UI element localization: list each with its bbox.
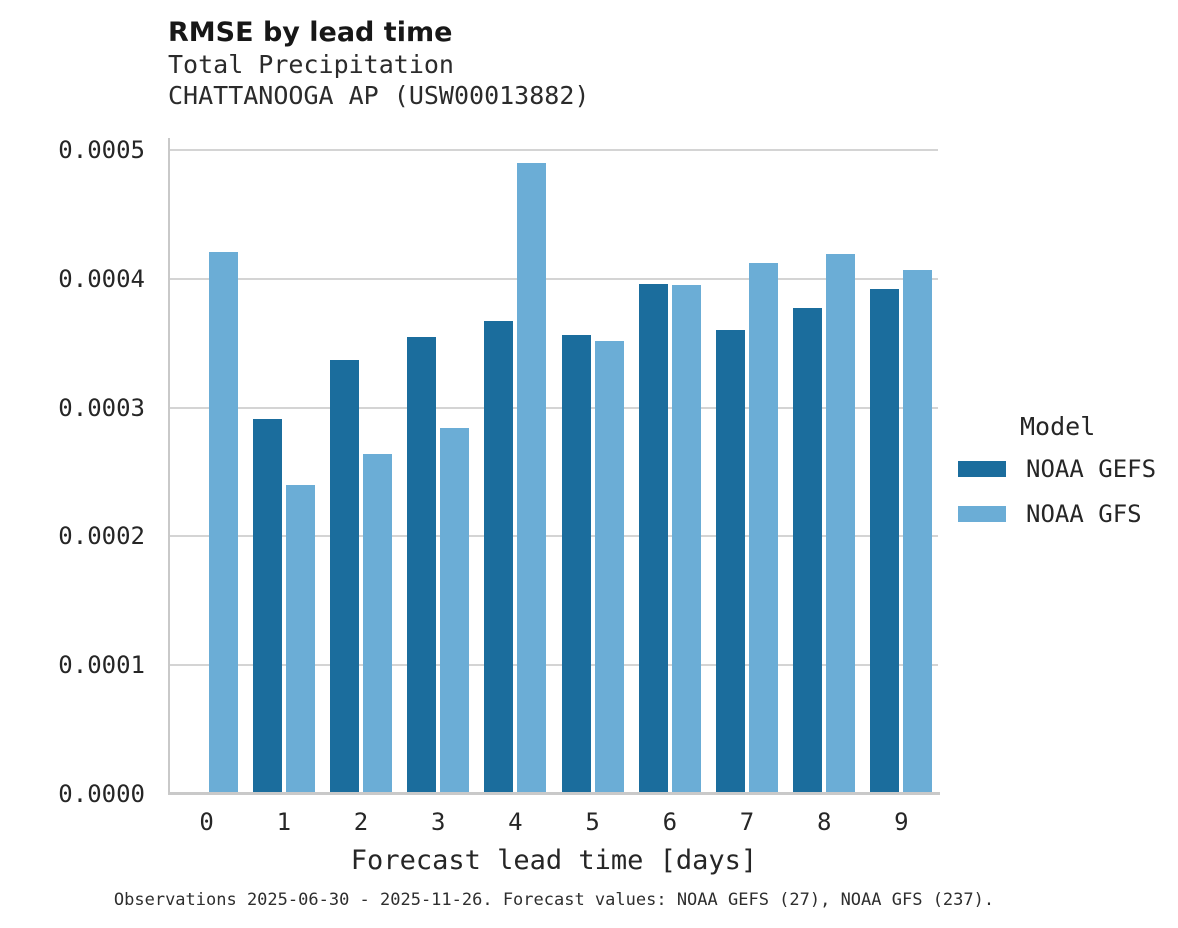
x-tick-label-9: 9 xyxy=(894,808,909,836)
gridline-0.0004 xyxy=(170,277,938,280)
bar-noaa-gfs-lead-5 xyxy=(594,340,624,794)
gefs-color-swatch xyxy=(958,461,1006,477)
bar-noaa-gfs-lead-9 xyxy=(903,269,933,794)
x-tick-label-3: 3 xyxy=(430,808,446,836)
bar-noaa-gfs-lead-2 xyxy=(363,453,392,794)
bar-noaa-gefs-lead-9 xyxy=(870,289,900,794)
bar-noaa-gfs-lead-0 xyxy=(208,251,238,794)
bar-noaa-gfs-lead-7 xyxy=(749,263,778,794)
bar-noaa-gefs-lead-7 xyxy=(716,330,745,794)
bar-noaa-gfs-lead-8 xyxy=(826,254,856,794)
chart-title: RMSE by lead time xyxy=(168,17,453,48)
bar-noaa-gfs-lead-1 xyxy=(285,484,315,794)
plot-area xyxy=(168,138,940,795)
x-tick-label-1: 1 xyxy=(276,808,292,836)
bar-noaa-gefs-lead-3 xyxy=(407,336,437,794)
gridline-0.0001 xyxy=(170,664,938,667)
x-axis-label: Forecast lead time [days] xyxy=(350,845,758,876)
x-tick-label-6: 6 xyxy=(662,808,678,836)
y-tick-label-0.0001: 0.0001 xyxy=(58,651,145,680)
bar-noaa-gefs-lead-4 xyxy=(484,321,514,794)
legend-entry-noaa-gefs: NOAA GEFS xyxy=(958,455,1156,483)
bar-noaa-gfs-lead-3 xyxy=(440,428,470,794)
chart-subtitle-station: CHATTANOOGA AP (USW00013882) xyxy=(168,81,590,110)
title-block: RMSE by lead time Total Precipitation CH… xyxy=(168,16,589,111)
legend-entry-noaa-gfs: NOAA GFS xyxy=(958,500,1156,528)
x-tick-label-4: 4 xyxy=(508,808,523,836)
y-tick-label-0.0003: 0.0003 xyxy=(58,393,145,422)
gfs-color-swatch xyxy=(958,506,1006,522)
bar-noaa-gfs-lead-6 xyxy=(671,285,701,794)
gridline-0.0003 xyxy=(170,406,938,409)
y-tick-label-0.0002: 0.0002 xyxy=(58,522,145,551)
bar-noaa-gefs-lead-1 xyxy=(252,419,282,794)
y-tick-label-0.0004: 0.0004 xyxy=(58,264,145,293)
y-axis-spine xyxy=(168,138,170,794)
y-tick-label-0.0005: 0.0005 xyxy=(58,136,145,164)
bar-noaa-gefs-lead-6 xyxy=(638,283,668,794)
y-axis-label: RMSE [mm/s] xyxy=(0,377,2,556)
bar-noaa-gefs-lead-8 xyxy=(793,308,823,794)
bar-noaa-gefs-lead-2 xyxy=(330,359,359,794)
x-tick-label-7: 7 xyxy=(739,808,755,836)
gridline-0.0005 xyxy=(170,149,938,151)
x-tick-label-0: 0 xyxy=(199,808,214,836)
chart-subtitle-variable: Total Precipitation xyxy=(168,50,454,79)
legend: Model NOAA GEFS NOAA GFS xyxy=(958,412,1156,545)
bar-noaa-gefs-lead-5 xyxy=(561,335,591,794)
x-axis-spine xyxy=(168,792,940,795)
caption: Observations 2025-06-30 - 2025-11-26. Fo… xyxy=(113,890,995,910)
legend-title: Model xyxy=(1020,412,1096,441)
gridline-0.0002 xyxy=(170,535,938,538)
bar-noaa-gfs-lead-4 xyxy=(517,162,547,794)
legend-label-gefs: NOAA GEFS xyxy=(1026,455,1157,483)
legend-label-gfs: NOAA GFS xyxy=(1026,500,1142,528)
x-tick-label-8: 8 xyxy=(816,808,832,836)
x-tick-label-2: 2 xyxy=(353,808,369,836)
y-tick-label-0.0000: 0.0000 xyxy=(58,780,145,808)
x-tick-label-5: 5 xyxy=(585,808,600,836)
